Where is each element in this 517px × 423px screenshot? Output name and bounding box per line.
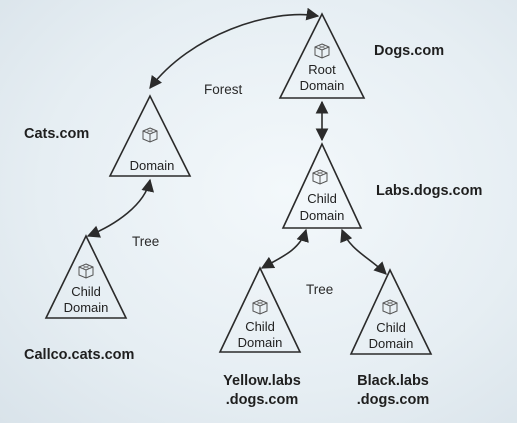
yellow-domain-name-line2: .dogs.com [225, 392, 299, 408]
domain-cube-icon [314, 43, 330, 59]
cats-to-callco-arrow [86, 178, 155, 238]
labs-child-domain-node: Child Domain [281, 142, 363, 229]
yellow-child-domain-node: Child Domain [218, 266, 302, 353]
forest-relationship-label: Forest [204, 82, 243, 97]
labs-to-yellow-arrow [260, 228, 309, 269]
root-domain-label-line1: Root [308, 62, 336, 77]
domain-cube-icon [78, 263, 94, 279]
yellow-child-label-line2: Domain [238, 335, 283, 350]
yellow-domain-name: Yellow.labs .dogs.com [212, 372, 312, 410]
dogs-domain-name: Dogs.com [374, 43, 445, 59]
labs-to-black-arrow [340, 228, 387, 275]
domain-cube-icon [382, 299, 398, 315]
labs-child-label-line2: Domain [300, 208, 345, 223]
dogs-tree-relationship-label: Tree [306, 282, 334, 297]
yellow-child-label-line1: Child [245, 319, 275, 334]
forest-trust-arrow [149, 7, 320, 90]
root-domain-label-line2: Domain [300, 78, 345, 93]
black-child-label-line2: Domain [369, 336, 414, 351]
cats-domain-node: Domain [108, 94, 192, 177]
callco-child-domain-node: Child Domain [44, 234, 128, 319]
callco-domain-name: Callco.cats.com [24, 347, 135, 363]
black-child-label-line1: Child [376, 320, 406, 335]
domain-cube-icon [252, 299, 268, 315]
cats-tree-relationship-label: Tree [132, 234, 160, 249]
yellow-domain-name-line1: Yellow.labs [223, 373, 301, 389]
labs-domain-name: Labs.dogs.com [376, 183, 483, 199]
cats-domain-label: Domain [130, 158, 175, 173]
black-child-domain-node: Child Domain [349, 268, 433, 355]
root-domain-node: Root Domain [278, 12, 366, 99]
domain-cube-icon [312, 169, 328, 185]
callco-child-label-line1: Child [71, 284, 101, 299]
cats-domain-name: Cats.com [24, 126, 90, 142]
callco-child-label-line2: Domain [64, 300, 109, 315]
black-domain-name-line1: Black.labs [357, 373, 429, 389]
black-domain-name-line2: .dogs.com [356, 392, 430, 408]
domain-cube-icon [142, 127, 158, 143]
labs-child-label-line1: Child [307, 191, 337, 206]
black-domain-name: Black.labs .dogs.com [343, 372, 443, 410]
